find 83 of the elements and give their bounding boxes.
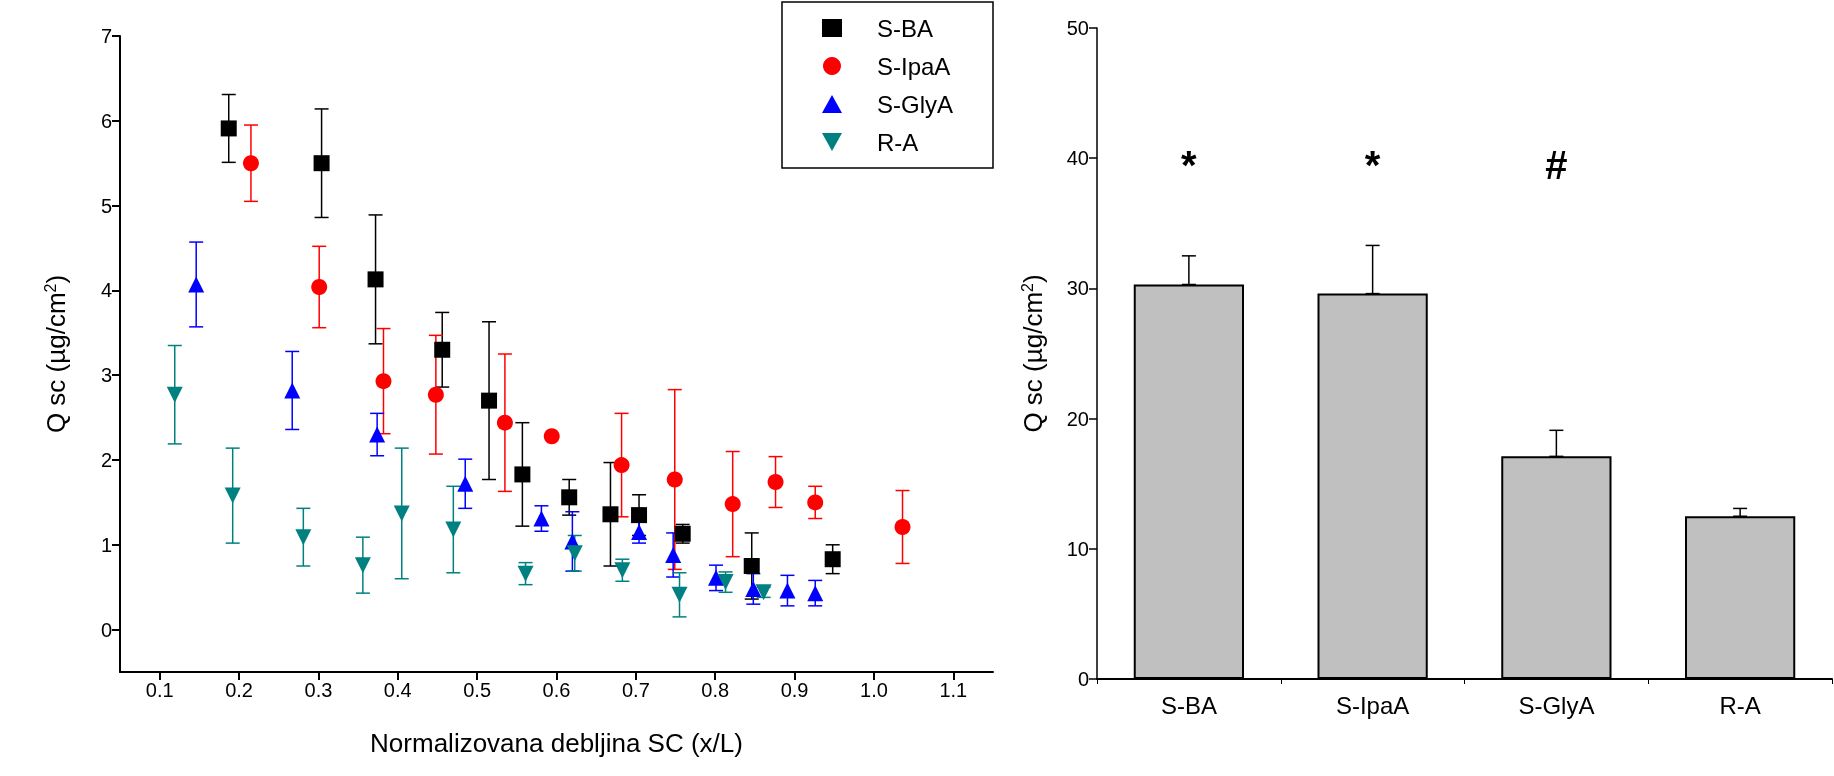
x-tick-label: 0.2 (225, 679, 253, 701)
legend-label: R-A (876, 128, 919, 156)
point (375, 373, 392, 390)
x-tick-label: 0.4 (383, 679, 412, 701)
point (631, 507, 648, 524)
point (666, 471, 683, 488)
point (457, 475, 474, 492)
point (496, 414, 513, 431)
legend-label: S-IpaA (876, 52, 951, 80)
point (613, 457, 630, 474)
point (313, 155, 330, 172)
x-tick-label: 0.1 (145, 679, 174, 701)
y-tick-label: 0 (1077, 668, 1089, 690)
point (514, 466, 531, 483)
point (427, 386, 444, 403)
point (543, 428, 560, 445)
point (166, 386, 183, 403)
legend-label: S-BA (876, 14, 934, 42)
y-tick-label: 0 (100, 618, 112, 641)
y-tick-label: 5 (100, 194, 112, 217)
x-tick-label: 0.8 (701, 679, 730, 701)
annotation: * (1181, 143, 1198, 187)
point (481, 392, 498, 409)
y-tick-label: 2 (100, 449, 112, 471)
point (708, 569, 725, 586)
x-tick-label: S-BA (1160, 691, 1217, 719)
point (445, 521, 462, 538)
annotation: * (1364, 143, 1381, 187)
point (434, 341, 451, 358)
x-tick-label: 0.7 (621, 679, 650, 701)
point (354, 557, 371, 574)
point (894, 519, 911, 535)
x-tick-label: 0.3 (304, 679, 333, 701)
x-axis-title: Normalizovana debljina SC (x/L) (370, 728, 743, 758)
point (779, 582, 796, 599)
point (367, 271, 384, 288)
x-tick-label: 1.1 (939, 679, 968, 701)
point (566, 545, 583, 562)
y-tick-label: 4 (100, 279, 112, 302)
y-tick-label: 30 (1066, 277, 1089, 300)
legend-label: S-GlyA (876, 90, 954, 118)
point (807, 494, 824, 511)
point (369, 426, 386, 443)
y-tick-label: 40 (1066, 147, 1089, 170)
point (631, 524, 648, 541)
y-tick-label: 6 (100, 109, 112, 132)
point (724, 496, 741, 513)
point (311, 279, 328, 295)
point (284, 382, 301, 399)
point (561, 489, 578, 506)
y-tick-label: 10 (1066, 537, 1089, 560)
point (745, 580, 762, 597)
x-tick-label: 0.5 (463, 679, 492, 701)
point (517, 565, 534, 582)
x-tick-label: 1.0 (860, 679, 888, 701)
y-axis-title: Q sc (µg/cm2) (41, 274, 71, 434)
y-tick-label: 50 (1066, 17, 1089, 39)
x-tick-label: 0.9 (780, 679, 809, 701)
x-tick-label: S-GlyA (1518, 691, 1595, 719)
point (614, 562, 631, 579)
y-tick-label: 3 (100, 364, 112, 387)
point (767, 474, 784, 491)
point (807, 585, 824, 602)
x-tick-label: S-IpaA (1335, 691, 1410, 719)
point (295, 529, 312, 546)
y-tick-label: 7 (100, 25, 112, 47)
point (665, 546, 682, 563)
y-axis-title: Q sc (µg/cm2) (1018, 274, 1048, 433)
x-tick-label: 0.6 (542, 679, 571, 701)
point (743, 558, 760, 574)
x-tick-label: R-A (1719, 691, 1761, 719)
point (220, 120, 237, 137)
point (602, 506, 619, 523)
point (824, 551, 841, 568)
point (671, 586, 688, 603)
point (242, 155, 259, 172)
y-tick-label: 1 (100, 533, 112, 556)
point (224, 487, 241, 504)
point (188, 276, 205, 293)
point (533, 510, 550, 527)
annotation: # (1545, 143, 1568, 187)
y-tick-label: 20 (1066, 407, 1089, 430)
point (393, 505, 410, 522)
